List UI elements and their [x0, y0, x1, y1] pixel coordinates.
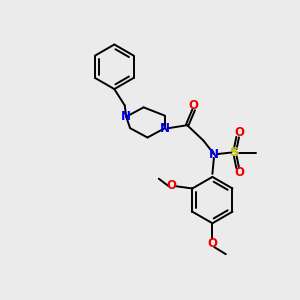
Text: O: O [234, 126, 244, 140]
Text: O: O [234, 166, 244, 178]
Text: O: O [189, 99, 199, 112]
Text: N: N [121, 110, 131, 123]
Text: S: S [230, 146, 240, 159]
Text: O: O [166, 179, 176, 192]
Text: O: O [207, 237, 218, 250]
Text: N: N [160, 122, 170, 135]
Text: N: N [209, 148, 219, 160]
